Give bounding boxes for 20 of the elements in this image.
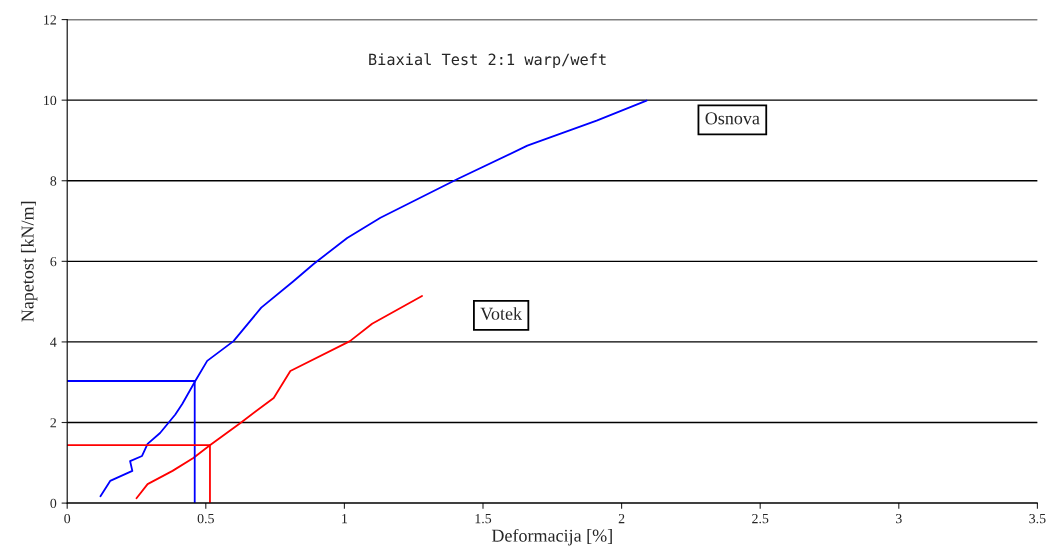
x-tick-label: 1.5 xyxy=(475,513,492,524)
y-tick-label: 12 xyxy=(44,15,57,25)
x-axis-title: Deformacija [%] xyxy=(491,528,612,546)
y-tick-label: 6 xyxy=(50,256,57,267)
y-tick-label: 4 xyxy=(50,337,57,347)
y-tick-label: 2 xyxy=(50,418,57,428)
y-tick-label: 0 xyxy=(50,498,57,509)
text: Osnova xyxy=(705,112,760,125)
y-tick-label: 8 xyxy=(50,176,57,186)
x-tick-label: 2.5 xyxy=(752,513,769,524)
x-tick-label: 1 xyxy=(342,513,348,524)
x-tick-label: 0.5 xyxy=(197,513,214,524)
text: Biaxial Test 2:1 warp/weft xyxy=(369,53,606,69)
y-axis-title: Napetost [kN/m] xyxy=(20,201,38,322)
x-tick-label: 0 xyxy=(64,513,71,524)
text: Votek xyxy=(480,307,523,320)
x-tick-label: 3.5 xyxy=(1029,513,1046,524)
y-tick-label: 10 xyxy=(44,95,57,106)
x-tick-label: 2 xyxy=(618,513,625,524)
x-tick-label: 3 xyxy=(895,513,902,524)
